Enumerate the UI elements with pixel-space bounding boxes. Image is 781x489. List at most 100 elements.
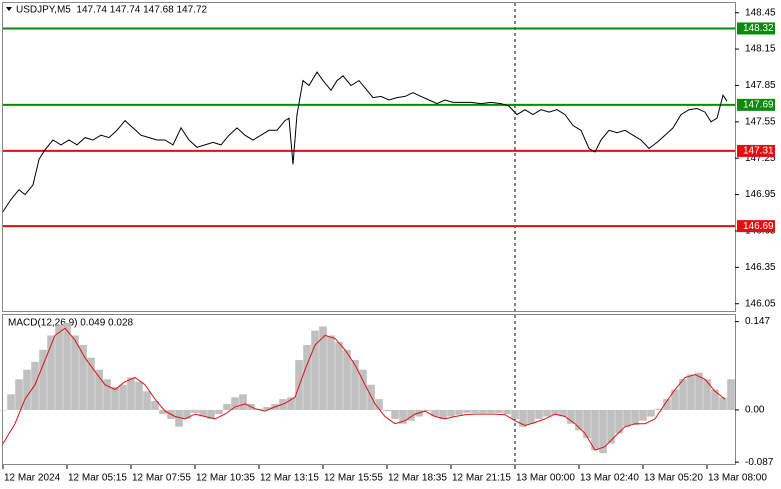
histogram-bar [327,335,335,410]
histogram-bar [39,349,47,410]
histogram-bar [31,361,39,410]
y-tick-label: 146.95 [745,189,776,200]
histogram-bar [231,397,239,410]
histogram-bar [351,360,359,410]
y-tick-label: 0.00 [745,405,765,416]
level-label: 148.32 [743,23,774,34]
level-label: 146.69 [743,221,774,232]
histogram-bar [599,409,607,454]
histogram-bar [135,381,143,410]
histogram-bar [607,409,615,444]
symbol-header: USDJPY,M5 147.74 147.74 147.68 147.72 [16,5,208,16]
histogram-bar [455,409,463,415]
histogram-bar [631,409,639,425]
histogram-bar [639,409,647,421]
macd-pane [2,314,736,465]
histogram-bar [719,397,727,410]
histogram-bar [447,409,455,417]
histogram-bar [655,408,663,410]
histogram-bar [79,345,87,410]
y-tick-label: 148.45 [745,7,776,18]
y-tick-label: 148.15 [745,44,776,55]
histogram-bar [431,409,439,417]
histogram-bar [399,409,407,424]
histogram-bar [151,400,159,410]
histogram-bar [215,409,223,415]
histogram-bar [15,379,23,410]
histogram-bar [359,369,367,410]
price-pane [2,2,736,312]
histogram-bar [303,345,311,410]
histogram-bar [535,409,543,419]
x-tick-label: 12 Mar 05:15 [68,473,127,484]
histogram-bar [119,384,127,410]
histogram-bar [703,379,711,410]
y-tick-label: 147.25 [745,153,776,164]
histogram-bar [551,409,559,415]
histogram-bar [319,326,327,410]
histogram-bar [463,409,471,413]
level-label: 147.69 [743,99,774,110]
histogram-bar [111,387,119,410]
price-line [2,71,728,212]
histogram-bar [23,369,31,410]
histogram-bar [311,330,319,410]
histogram-bar [343,349,351,410]
histogram-bar [63,322,71,410]
histogram-bar [487,409,495,413]
level-label: 147.31 [743,146,774,157]
level-label-box [737,98,775,111]
histogram-bar [423,409,431,412]
histogram-bar [159,409,167,415]
x-tick-label: 13 Mar 02:40 [580,473,639,484]
x-tick-label: 12 Mar 10:35 [196,473,255,484]
x-tick-label: 12 Mar 2024 [4,473,61,484]
x-tick-label: 13 Mar 05:20 [644,473,703,484]
x-tick-label: 13 Mar 08:00 [708,473,767,484]
histogram-bar [495,409,503,413]
x-tick-label: 12 Mar 18:35 [388,473,447,484]
histogram-bar [191,409,199,413]
level-label-box [737,144,775,157]
histogram-bar [175,409,183,427]
histogram-bar [559,409,567,417]
x-tick-label: 12 Mar 07:55 [132,473,191,484]
histogram-bar [183,409,191,419]
histogram-bar [0,409,7,411]
histogram-bar [679,379,687,410]
histogram-bar [671,389,679,410]
y-tick-label: 147.55 [745,116,776,127]
histogram-bar [575,409,583,431]
histogram-bar [47,335,55,410]
histogram-bar [127,377,135,410]
histogram-bar [591,409,599,451]
histogram-bar [143,391,151,410]
histogram-bar [663,399,671,410]
histogram-bar [439,409,447,419]
menu-arrow[interactable] [6,7,12,11]
histogram-bar [687,374,695,410]
histogram-bar [727,379,735,410]
histogram-bar [511,409,519,419]
histogram-bar [103,379,111,410]
histogram-bar [519,409,527,427]
histogram-bar [287,397,295,410]
y-tick-label: -0.087 [745,457,774,468]
histogram-bar [335,342,343,410]
histogram-bar [647,409,655,417]
histogram-bar [367,384,375,410]
y-tick-label: 147.85 [745,80,776,91]
histogram-bar [695,372,703,410]
histogram-bar [527,409,535,424]
histogram-bar [391,409,399,419]
histogram-bar [207,409,215,419]
histogram-bar [583,409,591,439]
histogram-bar [55,325,63,410]
level-label-box [737,220,775,233]
histogram-bar [479,409,487,413]
x-tick-label: 12 Mar 15:55 [324,473,383,484]
signal-line [2,327,726,451]
histogram-bar [471,409,479,413]
histogram-bar [71,335,79,410]
